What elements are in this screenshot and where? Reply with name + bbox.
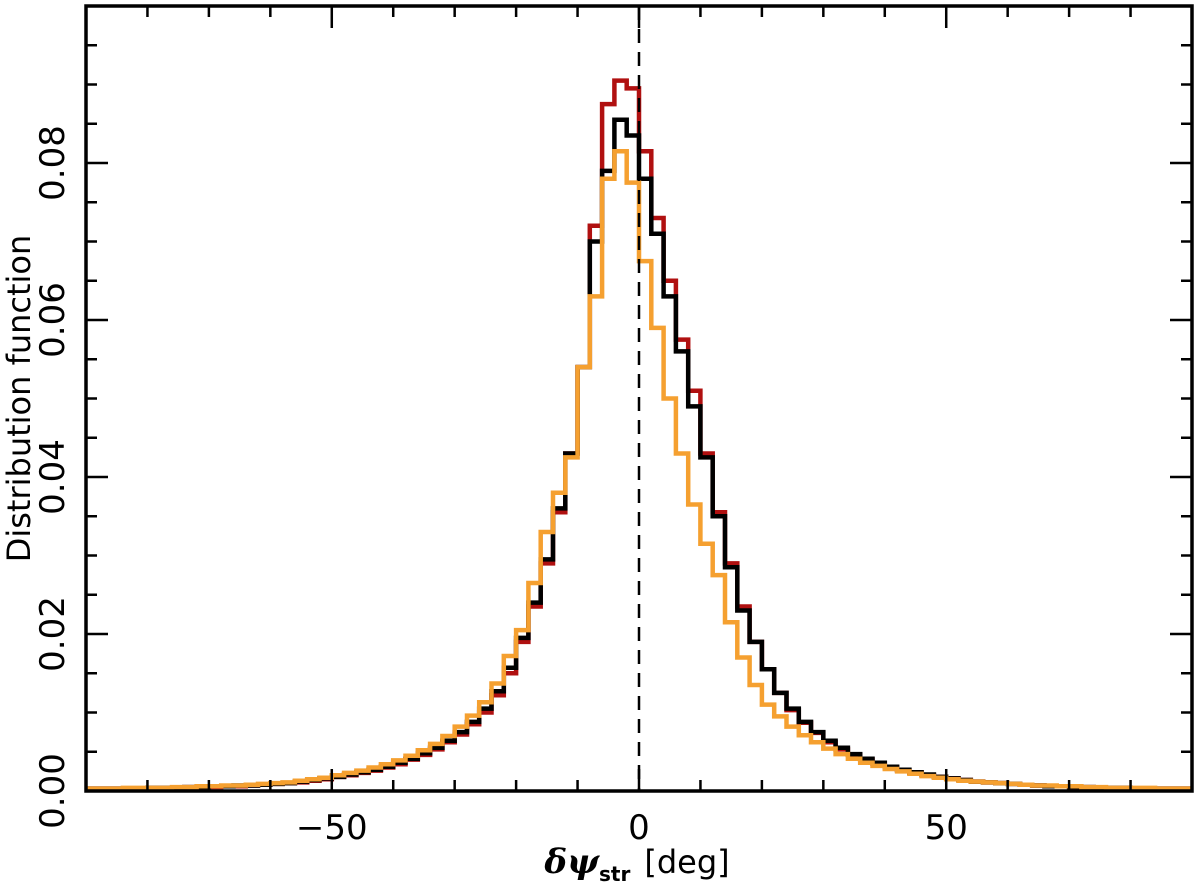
x-tick-label: 50 [925, 808, 968, 848]
y-tick-label: 0.02 [33, 596, 73, 672]
y-axis-label: Distribution function [0, 235, 38, 563]
y-tick-label: 0.08 [33, 125, 73, 201]
ticks-layer: −50 0 50 0.00 0.02 0.04 0.06 0.08 [33, 6, 1192, 848]
x-axis-symbol: δψ [543, 842, 600, 882]
x-tick-label: 0 [628, 808, 650, 848]
x-axis-unit: [deg] [644, 843, 729, 881]
x-axis-label: δψstr [deg] [543, 842, 729, 884]
y-tick-label: 0.04 [33, 439, 73, 515]
x-axis-subscript: str [599, 862, 630, 884]
y-tick-label: 0.00 [33, 753, 73, 829]
y-tick-label: 0.06 [33, 282, 73, 358]
x-tick-label: −50 [296, 808, 368, 848]
